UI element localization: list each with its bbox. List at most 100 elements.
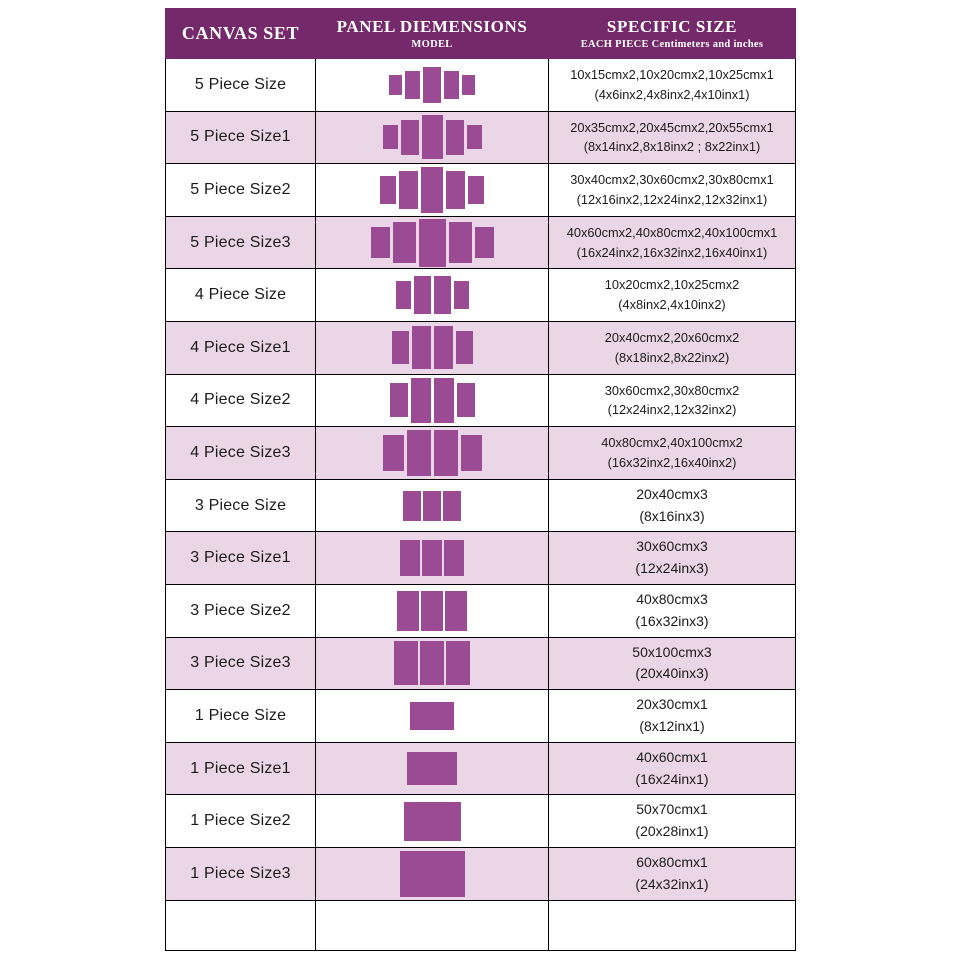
- size-cell: 40x80cmx3 (16x32inx3): [548, 583, 796, 638]
- panel-rect: [403, 801, 461, 841]
- empty-cell: [548, 899, 796, 951]
- size-chart-table: CANVAS SET PANEL DIEMENSIONS MODEL SPECI…: [165, 8, 796, 951]
- panel-rect: [423, 490, 441, 521]
- panel-rect: [397, 590, 419, 631]
- table-header: CANVAS SET PANEL DIEMENSIONS MODEL SPECI…: [165, 8, 796, 59]
- canvas-set-label: 1 Piece Size3: [165, 846, 316, 901]
- panel-rect: [418, 218, 446, 267]
- table-row: 3 Piece Size1 30x60cmx3 (12x24inx3): [165, 531, 796, 585]
- panel-rect: [446, 641, 470, 686]
- size-inches: (8x16inx3): [639, 507, 705, 524]
- canvas-set-label: 4 Piece Size1: [165, 320, 316, 375]
- table-body: 5 Piece Size 10x15cmx2,10x20cmx2,10x25cmx…: [165, 58, 796, 951]
- size-inches: (12x16inx2,12x24inx2,12x32inx1): [576, 191, 768, 207]
- header-panel-dimensions-title: PANEL DIEMENSIONS: [336, 17, 528, 37]
- size-cell: 40x80cmx2,40x100cmx2 (16x32inx2,16x40inx2…: [548, 426, 796, 480]
- size-cell: 30x60cmx3 (12x24inx3): [548, 531, 796, 585]
- panel-rect: [400, 119, 419, 155]
- size-cm: 20x35cmx2,20x45cmx2,20x55cmx1: [570, 119, 774, 135]
- panel-rect: [389, 74, 402, 95]
- size-cell: 30x60cmx2,30x80cmx2 (12x24inx2,12x32inx2): [548, 373, 796, 428]
- panel-rect: [466, 125, 482, 150]
- panel-diagram: [315, 478, 549, 533]
- header-panel-dimensions: PANEL DIEMENSIONS MODEL: [315, 8, 549, 59]
- panel-rect: [395, 281, 411, 310]
- panel-rect: [433, 377, 454, 423]
- panel-rect: [445, 119, 464, 155]
- size-cell: 50x70cmx1 (20x28inx1): [548, 794, 796, 848]
- size-inches: (8x14inx2,8x18inx2 ; 8x22inx1): [583, 139, 761, 155]
- table-row: 1 Piece Size2 50x70cmx1 (20x28inx1): [165, 794, 796, 848]
- panel-rect: [453, 281, 469, 310]
- panel-rect: [399, 850, 465, 897]
- size-cm: 50x100cmx3: [632, 643, 712, 660]
- canvas-set-label: 1 Piece Size1: [165, 741, 316, 796]
- size-cell: 20x40cmx3 (8x16inx3): [548, 478, 796, 533]
- table-row: 3 Piece Size 20x40cmx3 (8x16inx3): [165, 478, 796, 533]
- panel-rect: [446, 170, 465, 209]
- size-cm: 20x30cmx1: [636, 696, 708, 713]
- panel-diagram: [315, 583, 549, 638]
- size-cell: 50x100cmx3 (20x40inx3): [548, 636, 796, 691]
- size-cm: 40x80cmx2,40x100cmx2: [601, 435, 743, 451]
- header-specific-size-title: SPECIFIC SIZE: [606, 17, 738, 37]
- header-specific-size: SPECIFIC SIZE EACH PIECE Centimeters and…: [548, 8, 796, 59]
- panel-diagram: [315, 163, 549, 217]
- table-row: 1 Piece Size 20x30cmx1 (8x12inx1): [165, 689, 796, 743]
- size-inches: (16x32inx3): [635, 612, 709, 629]
- panel-diagram: [315, 846, 549, 901]
- canvas-set-label: 3 Piece Size1: [165, 531, 316, 585]
- size-cell: 30x40cmx2,30x60cmx2,30x80cmx1 (12x16inx2,…: [548, 163, 796, 217]
- panel-rect: [433, 276, 451, 315]
- panel-rect: [444, 70, 459, 99]
- panel-rect: [444, 540, 464, 577]
- panel-rect: [433, 326, 453, 370]
- table-row: 5 Piece Size2 30x40cmx2,30x60cmx2,30x80cm…: [165, 163, 796, 217]
- panel-rect: [405, 70, 420, 99]
- panel-rect: [382, 434, 404, 471]
- size-cell: 20x30cmx1 (8x12inx1): [548, 689, 796, 743]
- size-cell: 20x40cmx2,20x60cmx2 (8x18inx2,8x22inx2): [548, 320, 796, 375]
- size-cm: 30x60cmx2,30x80cmx2: [604, 382, 740, 398]
- size-inches: (12x24inx2,12x32inx2): [607, 402, 737, 418]
- panel-rect: [407, 752, 457, 786]
- table-row: 4 Piece Size1 20x40cmx2,20x60cmx2 (8x18inx…: [165, 320, 796, 375]
- panel-diagram: [315, 320, 549, 375]
- size-inches: (20x28inx1): [635, 823, 709, 840]
- canvas-set-label: 5 Piece Size2: [165, 163, 316, 217]
- panel-diagram: [315, 215, 549, 270]
- size-cm: 40x60cmx1: [636, 748, 708, 765]
- panel-rect: [394, 641, 418, 686]
- panel-rect: [403, 490, 421, 521]
- table-row: 3 Piece Size3 50x100cmx3 (20x40inx3): [165, 636, 796, 691]
- empty-cell: [165, 899, 316, 951]
- size-cm: 10x15cmx2,10x20cmx2,10x25cmx1: [570, 66, 774, 82]
- panel-rect: [411, 326, 431, 370]
- panel-diagram: [315, 58, 549, 112]
- panel-diagram: [315, 110, 549, 165]
- panel-rect: [413, 276, 431, 315]
- empty-cell: [315, 899, 549, 951]
- panel-rect: [422, 540, 442, 577]
- table-row: 5 Piece Size 10x15cmx2,10x20cmx2,10x25cmx…: [165, 58, 796, 112]
- panel-rect: [392, 222, 416, 264]
- canvas-set-label: 1 Piece Size: [165, 689, 316, 743]
- canvas-set-label: 5 Piece Size: [165, 58, 316, 112]
- panel-rect: [420, 641, 444, 686]
- panel-rect: [455, 331, 473, 365]
- panel-rect: [406, 429, 431, 476]
- size-cell: 60x80cmx1 (24x32inx1): [548, 846, 796, 901]
- panel-rect: [423, 66, 441, 103]
- table-row: 4 Piece Size2 30x60cmx2,30x80cmx2 (12x24in…: [165, 373, 796, 428]
- table-row: 1 Piece Size3 60x80cmx1 (24x32inx1): [165, 846, 796, 901]
- table-row: 5 Piece Size1 20x35cmx2,20x45cmx2,20x55cm…: [165, 110, 796, 165]
- panel-rect: [391, 331, 409, 365]
- panel-rect: [462, 74, 475, 95]
- header-row: CANVAS SET PANEL DIEMENSIONS MODEL SPECI…: [165, 8, 796, 59]
- panel-rect: [380, 175, 396, 204]
- panel-rect: [399, 170, 418, 209]
- size-inches: (24x32inx1): [635, 875, 709, 892]
- panel-rect: [410, 377, 431, 423]
- size-inches: (16x24inx2,16x32inx2,16x40inx1): [576, 244, 768, 260]
- size-inches: (16x24inx1): [635, 770, 709, 787]
